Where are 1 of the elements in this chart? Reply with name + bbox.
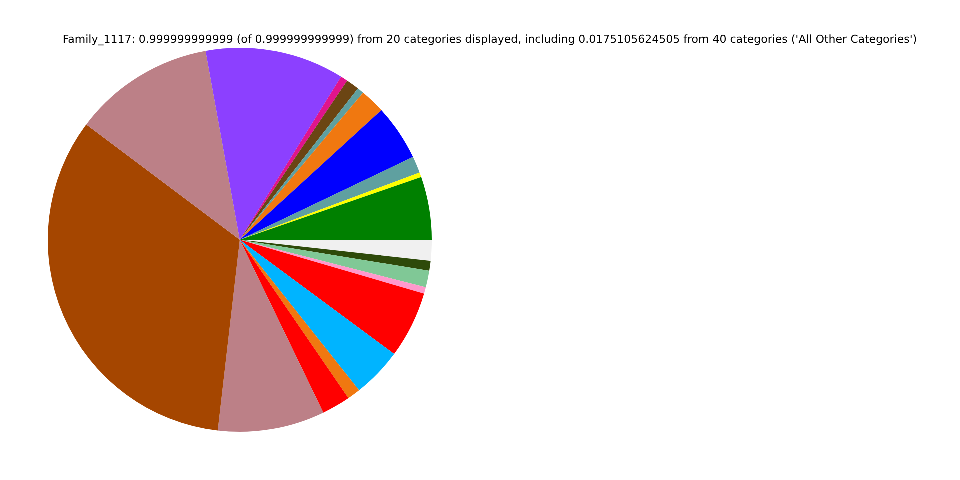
text: Family_1117: 0.999999999999 (of 0.999999999999) from 20 categories displayed, including 0.0175105624505 from 40 categories ('All Other Categories') [62, 33, 918, 46]
